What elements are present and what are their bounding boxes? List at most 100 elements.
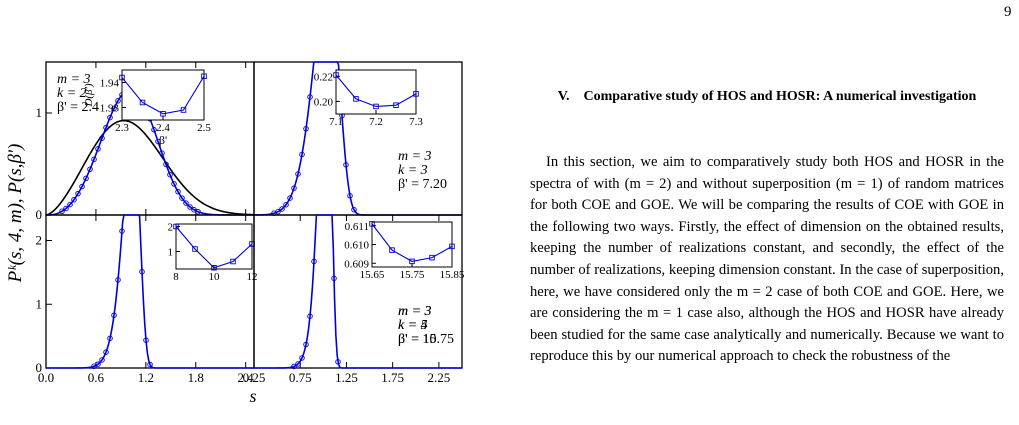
inset-x-tick-label: 2.4 — [156, 122, 170, 134]
inset-x-tick-label: 7.3 — [409, 116, 423, 128]
data-point — [99, 135, 105, 141]
inset-x-label: β' — [159, 133, 167, 147]
data-point — [107, 335, 113, 342]
data-point — [343, 162, 349, 168]
data-point — [283, 201, 289, 208]
inset-k2: 2.3 2.4 2.5 1.93 1.94 D(β') β' — [83, 69, 211, 147]
inset-x-tick-label: 7.1 — [329, 116, 343, 128]
inset-point — [373, 103, 379, 110]
inset-point — [173, 223, 179, 230]
theory-curve — [45, 119, 255, 216]
data-point — [295, 361, 301, 367]
y-tick-label: 1 — [36, 296, 43, 311]
data-point — [303, 126, 309, 132]
inset-point — [180, 107, 187, 113]
data-point — [91, 156, 97, 163]
inset-k3: 7.1 7.2 7.3 0.20 0.22 — [314, 69, 423, 128]
beta-label: β' = 2.4 — [57, 100, 99, 115]
data-point — [111, 312, 117, 319]
body-paragraph: In this section, we aim to comparatively… — [530, 154, 1004, 365]
data-point — [163, 161, 169, 168]
section-title: V. Comparative study of HOS and HOSR: A … — [557, 89, 977, 104]
x-tick-label: 0.0 — [38, 370, 54, 385]
k-label: k = 4 — [398, 318, 428, 333]
inset-point — [119, 74, 125, 81]
data-point — [351, 206, 357, 213]
data-point — [179, 195, 185, 201]
data-point — [115, 97, 121, 104]
m-label: m = 3 — [57, 72, 91, 87]
data-point — [279, 206, 285, 212]
figure-y-label: Pᵏ(s, 4, m), P(s,β') — [5, 144, 26, 284]
data-point — [139, 268, 145, 275]
beta-label: β' = 15.75 — [398, 332, 454, 347]
data-point — [299, 355, 305, 361]
m-label: m = 3 — [398, 304, 432, 319]
inset-point — [429, 254, 435, 261]
inset-x-tick-label: 7.2 — [369, 116, 383, 128]
data-point — [187, 204, 193, 210]
m-label: m = 3 — [398, 149, 432, 164]
data-point — [99, 357, 105, 363]
data-point — [275, 208, 281, 215]
inset-point — [369, 221, 375, 227]
inset-point — [353, 96, 359, 102]
data-point — [75, 190, 81, 197]
data-point — [95, 146, 101, 152]
data-point — [183, 200, 189, 206]
data-point — [107, 114, 113, 121]
inset-point — [333, 72, 339, 78]
y-tick-label: 2 — [36, 233, 43, 248]
inset-y-label: D(β') — [83, 83, 95, 107]
data-point — [311, 258, 317, 265]
data-point — [95, 361, 101, 367]
inset-point — [139, 99, 146, 106]
inset-x-tick-label: 8 — [173, 271, 179, 283]
k-label: k = 5 — [398, 318, 428, 333]
data-point — [307, 94, 313, 100]
data-point — [103, 349, 109, 355]
k-label: k = 3 — [398, 163, 428, 178]
panel-k5: 0.25 0.75 1.25 1.75 2.25 m = 3k = 5β' = 15.75… — [243, 214, 465, 385]
data-point — [307, 313, 313, 319]
k-label: k = 2 — [57, 86, 87, 101]
data-point — [83, 175, 89, 182]
inset-y-tick-label: 0.611 — [345, 221, 369, 233]
data-point — [175, 188, 181, 195]
inset-point — [201, 73, 207, 79]
data-point — [167, 171, 173, 178]
data-point — [87, 166, 93, 172]
inset-point — [211, 265, 217, 271]
inset-x-tick-label: 12 — [247, 271, 258, 283]
data-point — [63, 205, 69, 212]
data-point — [347, 193, 353, 199]
x-tick-label: 0.6 — [88, 370, 105, 385]
y-tick-label: 0 — [36, 207, 43, 222]
data-point — [143, 337, 149, 343]
data-point — [67, 201, 73, 208]
inset-line — [121, 75, 205, 115]
inset-point — [413, 91, 419, 97]
x-tick-label: 1.8 — [188, 370, 204, 385]
inset-y-tick-label: 2 — [168, 222, 174, 234]
data-point — [119, 228, 125, 234]
x-tick-label: 2.4 — [238, 370, 255, 385]
inset-x-tick-label: 15.65 — [360, 269, 385, 281]
inset-y-tick-label: 0.22 — [314, 71, 333, 83]
x-tick-label: 1.25 — [335, 370, 358, 385]
inset-frame — [175, 223, 253, 270]
inset-k5: 15.65 15.75 15.85 0.609 0.610 0.611 — [344, 221, 465, 281]
inset-y-tick-label: 0.610 — [344, 240, 369, 252]
inset-point — [192, 246, 198, 252]
x-tick-label: 2.25 — [428, 370, 451, 385]
data-point — [71, 196, 77, 203]
data-point — [295, 171, 301, 177]
y-tick-label: 0 — [36, 360, 43, 375]
beta-label: β' = 7.20 — [398, 177, 447, 192]
beta-label: β' = 10 — [398, 332, 437, 347]
data-point — [115, 277, 121, 283]
data-point — [103, 124, 109, 131]
inset-frame — [121, 69, 205, 121]
data-point — [287, 195, 293, 201]
